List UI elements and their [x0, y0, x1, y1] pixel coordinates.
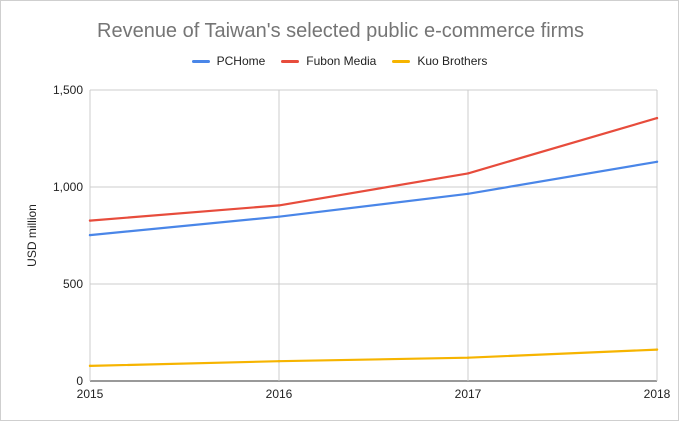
x-tick-label: 2018 — [644, 387, 671, 401]
y-tick-label: 1,000 — [53, 180, 83, 194]
y-tick-label: 1,500 — [53, 83, 83, 97]
data-point-pchome — [466, 192, 470, 195]
data-point-kuo-brothers — [277, 360, 281, 363]
legend-swatch-pchome — [191, 59, 210, 63]
legend-label-kuo-brothers: Kuo Brothers — [417, 54, 488, 68]
y-tick-label: 0 — [76, 374, 83, 388]
series-line-pchome — [88, 160, 659, 237]
data-point-kuo-brothers — [466, 356, 470, 359]
data-point-fubon-media — [466, 172, 470, 175]
data-point-fubon-media — [277, 204, 281, 207]
data-point-kuo-brothers — [88, 364, 92, 368]
chart-title: Revenue of Taiwan's selected public e-co… — [97, 20, 584, 42]
x-tick-label: 2016 — [266, 387, 293, 401]
y-tick-label: 500 — [63, 277, 83, 291]
data-point-pchome — [277, 215, 281, 218]
chart-legend: PCHome Fubon Media Kuo Brothers — [1, 54, 678, 68]
data-point-pchome — [655, 160, 659, 163]
data-point-fubon-media — [88, 219, 92, 222]
legend-label-fubon-media: Fubon Media — [306, 54, 377, 68]
legend-item-pchome[interactable]: PCHome — [191, 54, 266, 68]
legend-swatch-fubon-media — [281, 59, 300, 63]
legend-swatch-kuo-brothers — [392, 59, 411, 63]
x-tick-label: 2015 — [77, 387, 104, 401]
legend-label-pchome: PCHome — [216, 54, 266, 68]
data-point-kuo-brothers — [655, 348, 659, 351]
y-axis-title: USD million — [25, 204, 39, 267]
x-tick-label: 2017 — [455, 387, 482, 401]
series-line-kuo-brothers — [88, 348, 659, 367]
data-point-fubon-media — [655, 116, 659, 120]
legend-item-fubon-media[interactable]: Fubon Media — [281, 54, 376, 68]
series-line-fubon-media — [88, 116, 659, 222]
legend-item-kuo-brothers[interactable]: Kuo Brothers — [392, 54, 487, 68]
data-point-pchome — [88, 233, 92, 237]
